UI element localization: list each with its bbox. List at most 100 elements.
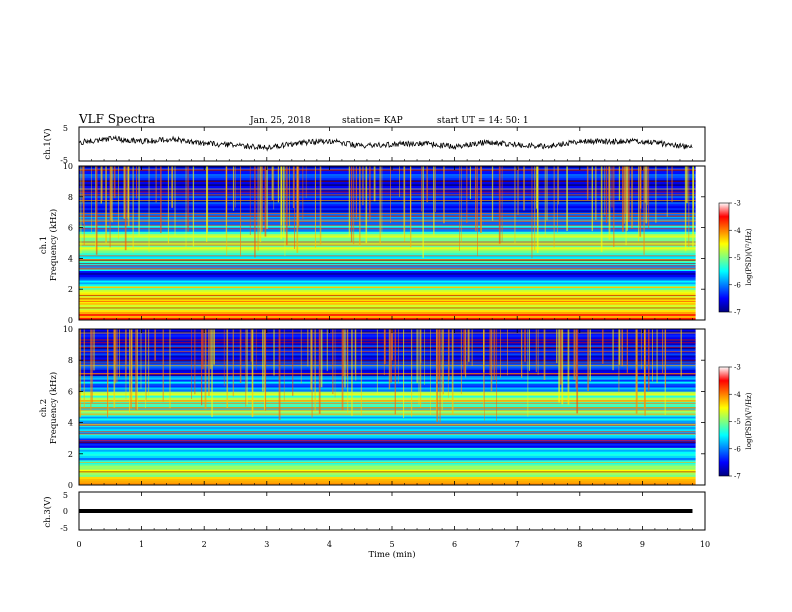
sferic-streak [559, 329, 562, 385]
spectrogram-band-strip [79, 471, 696, 474]
spectrogram-band-strip [79, 317, 696, 321]
sferic-streak [208, 329, 210, 397]
spectrogram-band-strip [79, 412, 696, 415]
spectral-line [79, 200, 696, 201]
colorbar-tick-label: -4 [734, 391, 741, 399]
spectrogram-band-strip [79, 196, 696, 199]
frequency-tick-label: 8 [68, 356, 73, 365]
spectrogram-band-strip [79, 166, 696, 169]
sferic-streak [692, 166, 694, 247]
sferic-streak [441, 329, 443, 411]
ch2-spectrogram-image [79, 329, 696, 486]
sferic-streak [359, 166, 361, 246]
spectrogram-band-strip [79, 225, 696, 228]
colorbar-tick-label: -3 [734, 364, 741, 372]
sferic-streak [618, 329, 621, 365]
sferic-streak [471, 329, 473, 366]
sferic-streak [167, 166, 169, 244]
spectrogram-band-strip [79, 272, 696, 276]
time-axis-ticks: 0 1 2 3 4 5 6 7 8 9 10 [76, 127, 710, 549]
sferic-streak [664, 329, 666, 415]
sferic-streak [254, 166, 256, 258]
sferic-streak [680, 329, 682, 376]
spectrogram-band-strip [79, 263, 696, 266]
sferic-streak [348, 166, 351, 237]
spectrogram-band-strip [79, 182, 696, 185]
sferic-streak [409, 166, 412, 248]
sferic-streak [686, 166, 688, 204]
sferic-streak [460, 166, 462, 243]
spectral-line [79, 219, 696, 221]
sferic-streak [626, 166, 628, 231]
spectral-line [79, 339, 696, 341]
spectrogram-band-strip [79, 229, 696, 232]
spectrogram-band-strip [79, 249, 696, 252]
spectrogram-band-strip [79, 387, 696, 390]
sferic-streak [91, 329, 93, 403]
sferic-streak [416, 329, 418, 384]
spectrogram-band-strip [79, 357, 696, 360]
sferic-streak [507, 329, 508, 376]
spectral-line [79, 359, 696, 361]
sferic-streak [246, 329, 248, 405]
spectrogram-band-strip [79, 300, 696, 304]
spectrogram-band-strip [79, 432, 696, 435]
sferic-streak [626, 329, 628, 373]
sferic-streak [289, 166, 290, 227]
time-tick-label: 9 [640, 540, 645, 549]
frequency-tick-label: 4 [68, 254, 73, 263]
time-axis-label: Time (min) [368, 549, 415, 560]
spectrogram-band-strip [79, 311, 696, 315]
sferic-streak [498, 166, 501, 244]
sferic-streak [130, 329, 132, 409]
ch2-frequency-label: Frequency (kHz) [48, 372, 59, 444]
sferic-streak [623, 166, 625, 224]
sferic-streak [613, 166, 615, 247]
colorbar-tick-label: -5 [734, 254, 741, 262]
sferic-streak [332, 329, 334, 395]
sferic-streak [155, 166, 157, 203]
spectrogram-band-strip [79, 308, 696, 311]
sferic-streak [250, 329, 252, 362]
sferic-streak [379, 166, 381, 245]
sferic-streak [350, 166, 353, 243]
spectral-line [79, 180, 696, 182]
sferic-streak [373, 166, 376, 202]
ch1-spectrogram-image [79, 166, 696, 321]
spectral-line [79, 215, 696, 217]
spectrogram-band-strip [79, 414, 696, 417]
spectrogram-band-strip [79, 200, 696, 203]
sferic-streak [277, 166, 279, 203]
sferic-streak [394, 329, 396, 415]
sferic-streak [430, 329, 431, 415]
sferic-streak [645, 166, 648, 224]
spectrogram-band-strip [79, 426, 696, 430]
spectrogram-band-strip [79, 168, 696, 171]
sferic-streak [501, 166, 503, 242]
ch2-frequency-ticks: 0 2 4 6 8 10 [63, 325, 705, 490]
sferic-streak [433, 166, 435, 236]
sferic-streak [145, 329, 147, 400]
sferic-streak [561, 329, 564, 405]
spectrogram-band-strip [79, 343, 696, 346]
sferic-streak [355, 166, 357, 219]
sferic-streak [292, 166, 294, 209]
sferic-streak [264, 329, 266, 410]
sferic-streak [148, 166, 150, 252]
sferic-streak [307, 329, 309, 367]
sferic-streak [318, 329, 321, 414]
spectrogram-band-strip [79, 210, 696, 213]
sferic-streak [586, 166, 589, 200]
sferic-streak [232, 166, 235, 211]
time-tick-label: 0 [76, 540, 81, 549]
sferic-streak [232, 329, 234, 397]
spectral-line [79, 243, 696, 245]
sferic-streak [101, 166, 103, 201]
sferic-streak [257, 166, 259, 251]
spectral-line [79, 298, 696, 300]
spectral-line [79, 221, 696, 223]
sferic-streak [119, 329, 120, 378]
sferic-streak [567, 329, 570, 405]
colorbar-tick-label: -6 [734, 281, 741, 289]
spectrogram-band-strip [79, 304, 696, 307]
